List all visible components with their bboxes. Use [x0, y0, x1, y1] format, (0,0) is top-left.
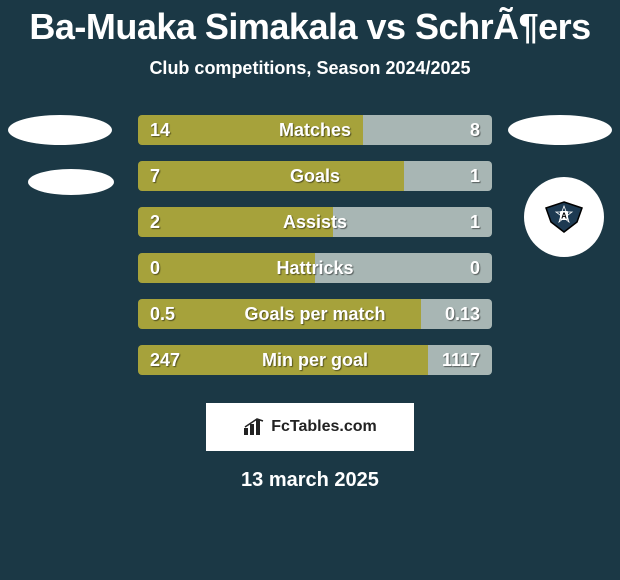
stat-label: Goals: [138, 161, 492, 191]
stat-label: Goals per match: [138, 299, 492, 329]
shield-icon: A: [542, 200, 586, 234]
page-subtitle: Club competitions, Season 2024/2025: [0, 58, 620, 79]
stat-row: 2471117Min per goal: [138, 345, 492, 375]
left-team-logo-shape-2: [28, 169, 114, 195]
stat-row: 00Hattricks: [138, 253, 492, 283]
footer-attribution: FcTables.com: [206, 403, 414, 451]
right-team-logo-shape-1: [508, 115, 612, 145]
left-team-logo-shape-1: [8, 115, 112, 145]
stat-label: Hattricks: [138, 253, 492, 283]
svg-text:A: A: [561, 212, 567, 221]
chart-icon: [243, 418, 267, 436]
stat-row: 21Assists: [138, 207, 492, 237]
stat-row: 148Matches: [138, 115, 492, 145]
stat-bars: 148Matches 71Goals 21Assists 00Hattricks 0.5…: [138, 115, 492, 391]
date-label: 13 march 2025: [0, 469, 620, 492]
right-team-badge: A: [524, 177, 604, 257]
stat-label: Assists: [138, 207, 492, 237]
stat-label: Matches: [138, 115, 492, 145]
comparison-stage: A 148Matches 71Goals 21Assists 00Hattricks 0…: [0, 115, 620, 391]
footer-label: FcTables.com: [271, 418, 377, 436]
stat-row: 71Goals: [138, 161, 492, 191]
page-title: Ba-Muaka Simakala vs SchrÃ¶ers: [0, 0, 620, 48]
stat-label: Min per goal: [138, 345, 492, 375]
stat-row: 0.50.13Goals per match: [138, 299, 492, 329]
